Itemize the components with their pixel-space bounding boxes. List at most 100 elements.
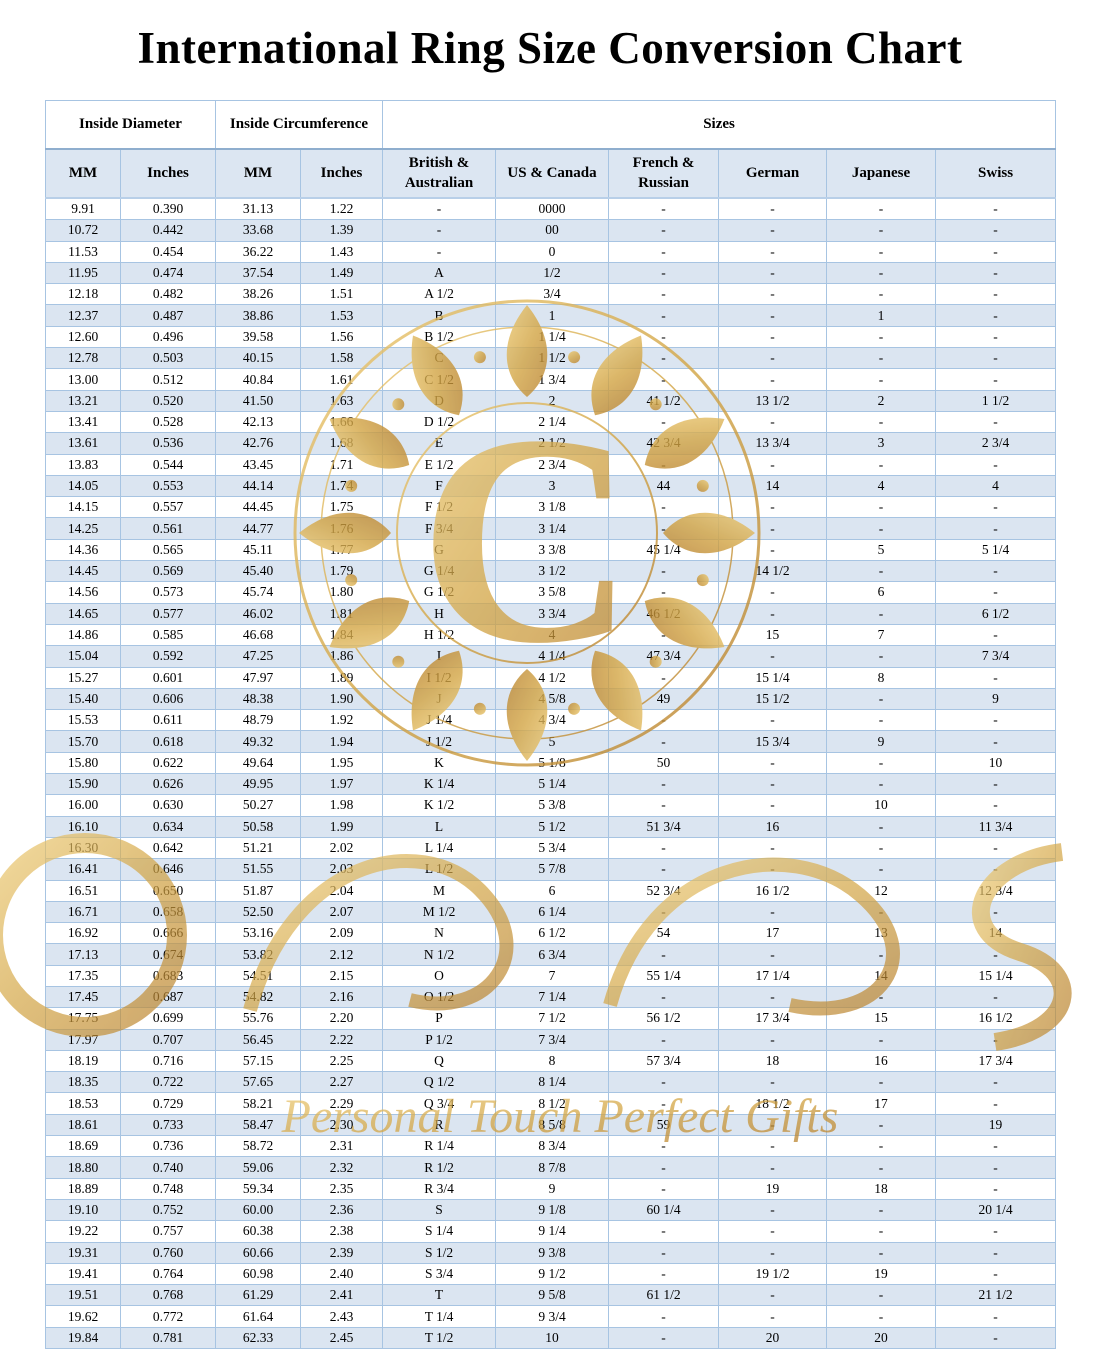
group-header-sizes: Sizes xyxy=(382,100,1057,150)
cell: 2.40 xyxy=(299,1262,384,1286)
table-row: 16.30 0.642 51.21 2.02 L 1/4 5 3/4- - - - xyxy=(45,836,1057,860)
cell: 61.29 xyxy=(215,1284,301,1307)
cell: - xyxy=(935,773,1057,796)
cell: 1 1/2 xyxy=(495,347,610,370)
cell: 0.650 xyxy=(120,879,216,902)
cell: F 1/2 xyxy=(382,496,497,519)
cell: 0.740 xyxy=(120,1156,216,1179)
cell: 38.86 xyxy=(215,304,301,327)
cell: 0.658 xyxy=(120,900,216,924)
cell: 14.05 xyxy=(45,474,121,498)
cell: - xyxy=(826,645,937,668)
cell: - xyxy=(826,410,937,434)
cell: - xyxy=(826,560,937,583)
cell: T 1/2 xyxy=(382,1326,497,1350)
cell: 3 3/4 xyxy=(495,602,610,625)
cell: 0.592 xyxy=(120,645,216,668)
cell: - xyxy=(382,219,497,242)
cell: - xyxy=(826,602,937,625)
cell: - xyxy=(718,1156,828,1179)
cell: - xyxy=(718,751,828,775)
cell: - xyxy=(826,815,937,838)
cell: S 3/4 xyxy=(382,1262,497,1286)
cell: 49 xyxy=(608,687,720,711)
cell: 18 1/2 xyxy=(718,1092,828,1115)
cell: - xyxy=(935,1305,1057,1328)
cell: 61.64 xyxy=(215,1305,301,1328)
cell: - xyxy=(718,1135,828,1158)
table-row: 19.84 0.781 62.33 2.45 T 1/2 10-20 20- xyxy=(45,1326,1057,1350)
cell: - xyxy=(608,985,720,1009)
cell: 15.90 xyxy=(45,773,121,796)
cell: - xyxy=(826,1220,937,1243)
cell: 2.45 xyxy=(299,1326,384,1350)
cell: 16.41 xyxy=(45,858,121,881)
cell: - xyxy=(718,261,828,285)
cell: 0.606 xyxy=(120,687,216,711)
col-header-french-russian: French & Russian xyxy=(608,148,720,199)
cell: 0.699 xyxy=(120,1007,216,1030)
cell: 60.00 xyxy=(215,1198,301,1222)
cell: - xyxy=(826,1071,937,1094)
cell: 0.674 xyxy=(120,943,216,966)
cell: 5 1/4 xyxy=(495,773,610,796)
cell: 10 xyxy=(935,751,1057,775)
cell: 14.65 xyxy=(45,602,121,625)
cell: - xyxy=(608,453,720,476)
cell: K xyxy=(382,751,497,775)
cell: 3 xyxy=(495,474,610,498)
cell: - xyxy=(718,602,828,625)
cell: 2.39 xyxy=(299,1241,384,1264)
cell: - xyxy=(826,517,937,540)
cell: - xyxy=(718,197,828,221)
cell: A 1/2 xyxy=(382,283,497,306)
table-row: 18.61 0.733 58.47 2.30 R 8 5/8 59- -19 xyxy=(45,1113,1057,1137)
cell: 1.80 xyxy=(299,581,384,604)
cell: - xyxy=(718,773,828,796)
cell: 4 xyxy=(826,474,937,498)
cell: 9 5/8 xyxy=(495,1284,610,1307)
cell: 54.82 xyxy=(215,985,301,1009)
cell: 0.585 xyxy=(120,623,216,647)
cell: - xyxy=(935,453,1057,476)
cell: 2 xyxy=(495,389,610,412)
cell: - xyxy=(608,410,720,434)
cell: 18.89 xyxy=(45,1177,121,1200)
cell: 16.30 xyxy=(45,836,121,860)
cell: - xyxy=(608,347,720,370)
cell: 2.27 xyxy=(299,1071,384,1094)
cell: 2.15 xyxy=(299,964,384,987)
cell: E xyxy=(382,432,497,455)
cell: 12.78 xyxy=(45,347,121,370)
cell: - xyxy=(935,1135,1057,1158)
cell: 13 xyxy=(826,922,937,945)
cell: - xyxy=(718,985,828,1009)
col-header-mm-circumference: MM xyxy=(215,148,301,199)
cell: 16 1/2 xyxy=(935,1007,1057,1030)
cell: 20 xyxy=(826,1326,937,1350)
cell: 44.77 xyxy=(215,517,301,540)
cell: - xyxy=(826,1113,937,1137)
table-row: 14.65 0.577 46.02 1.81 H 3 3/4 46 1/2- -6 1/2 xyxy=(45,602,1057,625)
cell: 8 3/4 xyxy=(495,1135,610,1158)
cell: 19.10 xyxy=(45,1198,121,1222)
table-row: 15.40 0.606 48.38 1.90 J 4 5/8 49 15 1/2-9 xyxy=(45,687,1057,711)
cell: - xyxy=(382,240,497,263)
cell: - xyxy=(826,687,937,711)
cell: 13.61 xyxy=(45,432,121,455)
cell: A xyxy=(382,261,497,285)
cell: 1.84 xyxy=(299,623,384,647)
cell: 1.22 xyxy=(299,197,384,221)
cell: 1.81 xyxy=(299,602,384,625)
cell: - xyxy=(608,581,720,604)
cell: 9 3/4 xyxy=(495,1305,610,1328)
cell: - xyxy=(718,347,828,370)
cell: 59.06 xyxy=(215,1156,301,1179)
cell: - xyxy=(935,900,1057,924)
cell: - xyxy=(935,368,1057,391)
cell: - xyxy=(826,836,937,860)
cell: 00 xyxy=(495,219,610,242)
cell: 1.56 xyxy=(299,325,384,349)
cell: 2.22 xyxy=(299,1028,384,1051)
cell: - xyxy=(608,666,720,689)
